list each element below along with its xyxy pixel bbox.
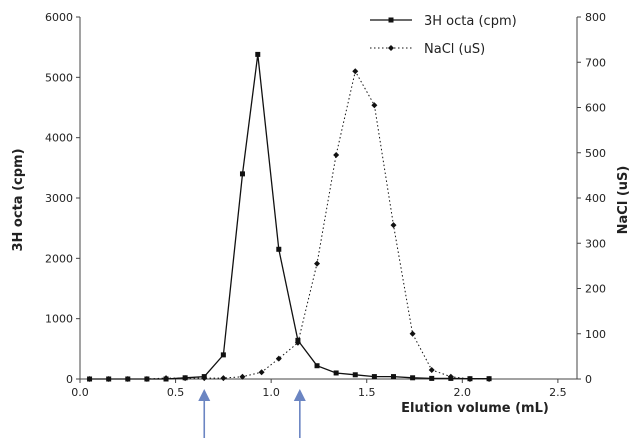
x-tick-label: 0.0: [71, 386, 89, 399]
y-left-tick-label: 4000: [45, 132, 73, 145]
y-left-tick-label: 1000: [45, 313, 73, 326]
data-point-octa: [390, 374, 396, 380]
data-point-nacl: [409, 330, 416, 337]
axes: 0.0 0.5 1.0 1.5 2.0 2.50100020003000400050006…: [45, 11, 606, 399]
data-point-nacl: [333, 152, 340, 159]
data-point-nacl: [275, 355, 282, 362]
data-point-octa: [276, 246, 282, 252]
series-layer: [86, 51, 493, 382]
y-right-tick-label: 200: [585, 283, 606, 296]
y-axis-title-left: 3H octa (cpm): [11, 148, 26, 251]
data-point-octa: [352, 372, 358, 378]
data-point-nacl: [294, 339, 301, 346]
data-point-nacl: [124, 376, 131, 382]
data-point-nacl: [239, 373, 246, 380]
y-left-tick-label: 0: [66, 373, 73, 386]
data-point-octa: [239, 171, 245, 177]
legend-marker-octa: [388, 17, 394, 23]
x-tick-label: 1.0: [262, 386, 280, 399]
data-point-nacl: [86, 376, 93, 382]
data-point-nacl: [201, 375, 208, 382]
data-point-octa: [371, 374, 377, 380]
data-point-nacl: [390, 222, 397, 229]
y-right-tick-label: 700: [585, 56, 606, 69]
data-point-nacl: [105, 376, 112, 382]
x-tick-label: 1.5: [358, 386, 376, 399]
arrow-layer: [198, 389, 306, 438]
data-point-octa: [429, 375, 435, 381]
data-point-octa: [255, 51, 261, 57]
y-right-tick-label: 800: [585, 11, 606, 24]
y-right-tick-label: 0: [585, 373, 592, 386]
data-point-octa: [410, 375, 416, 381]
fraction-arrow-head: [198, 389, 211, 401]
data-point-octa: [333, 370, 339, 376]
y-right-tick-label: 500: [585, 147, 606, 160]
x-tick-label: 0.5: [167, 386, 185, 399]
series-line-0: [89, 54, 490, 380]
data-point-nacl: [371, 102, 378, 109]
data-point-nacl: [466, 376, 473, 382]
data-point-nacl: [258, 369, 265, 376]
data-point-octa: [314, 363, 320, 369]
data-point-octa: [220, 352, 226, 358]
legend: 3H octa (cpm) NaCl (uS): [370, 14, 517, 57]
data-point-nacl: [220, 375, 227, 382]
x-tick-label: 2.5: [549, 386, 567, 399]
data-point-nacl: [314, 260, 321, 267]
y-left-tick-label: 5000: [45, 71, 73, 84]
y-left-tick-label: 6000: [45, 11, 73, 24]
data-point-nacl: [182, 375, 189, 382]
y-right-tick-label: 400: [585, 192, 606, 205]
series-line-1: [89, 69, 490, 380]
data-point-nacl: [163, 375, 170, 382]
legend-label-octa: 3H octa (cpm): [424, 14, 517, 29]
legend-marker-nacl: [388, 45, 394, 51]
y-right-tick-label: 300: [585, 237, 606, 250]
data-point-nacl: [143, 376, 150, 382]
y-axis-title-right: NaCl (uS): [616, 166, 631, 235]
fraction-arrow-head: [293, 389, 306, 401]
data-point-nacl: [428, 366, 435, 373]
x-tick-label: 2.0: [454, 386, 472, 399]
x-axis-title: Elution volume (mL): [401, 401, 549, 416]
data-point-nacl: [352, 68, 359, 75]
y-left-tick-label: 2000: [45, 252, 73, 265]
data-point-nacl: [447, 373, 454, 380]
y-left-tick-label: 3000: [45, 192, 73, 205]
y-right-tick-label: 600: [585, 102, 606, 115]
y-right-tick-label: 100: [585, 328, 606, 341]
legend-label-nacl: NaCl (uS): [424, 42, 485, 57]
data-point-nacl: [486, 376, 493, 382]
